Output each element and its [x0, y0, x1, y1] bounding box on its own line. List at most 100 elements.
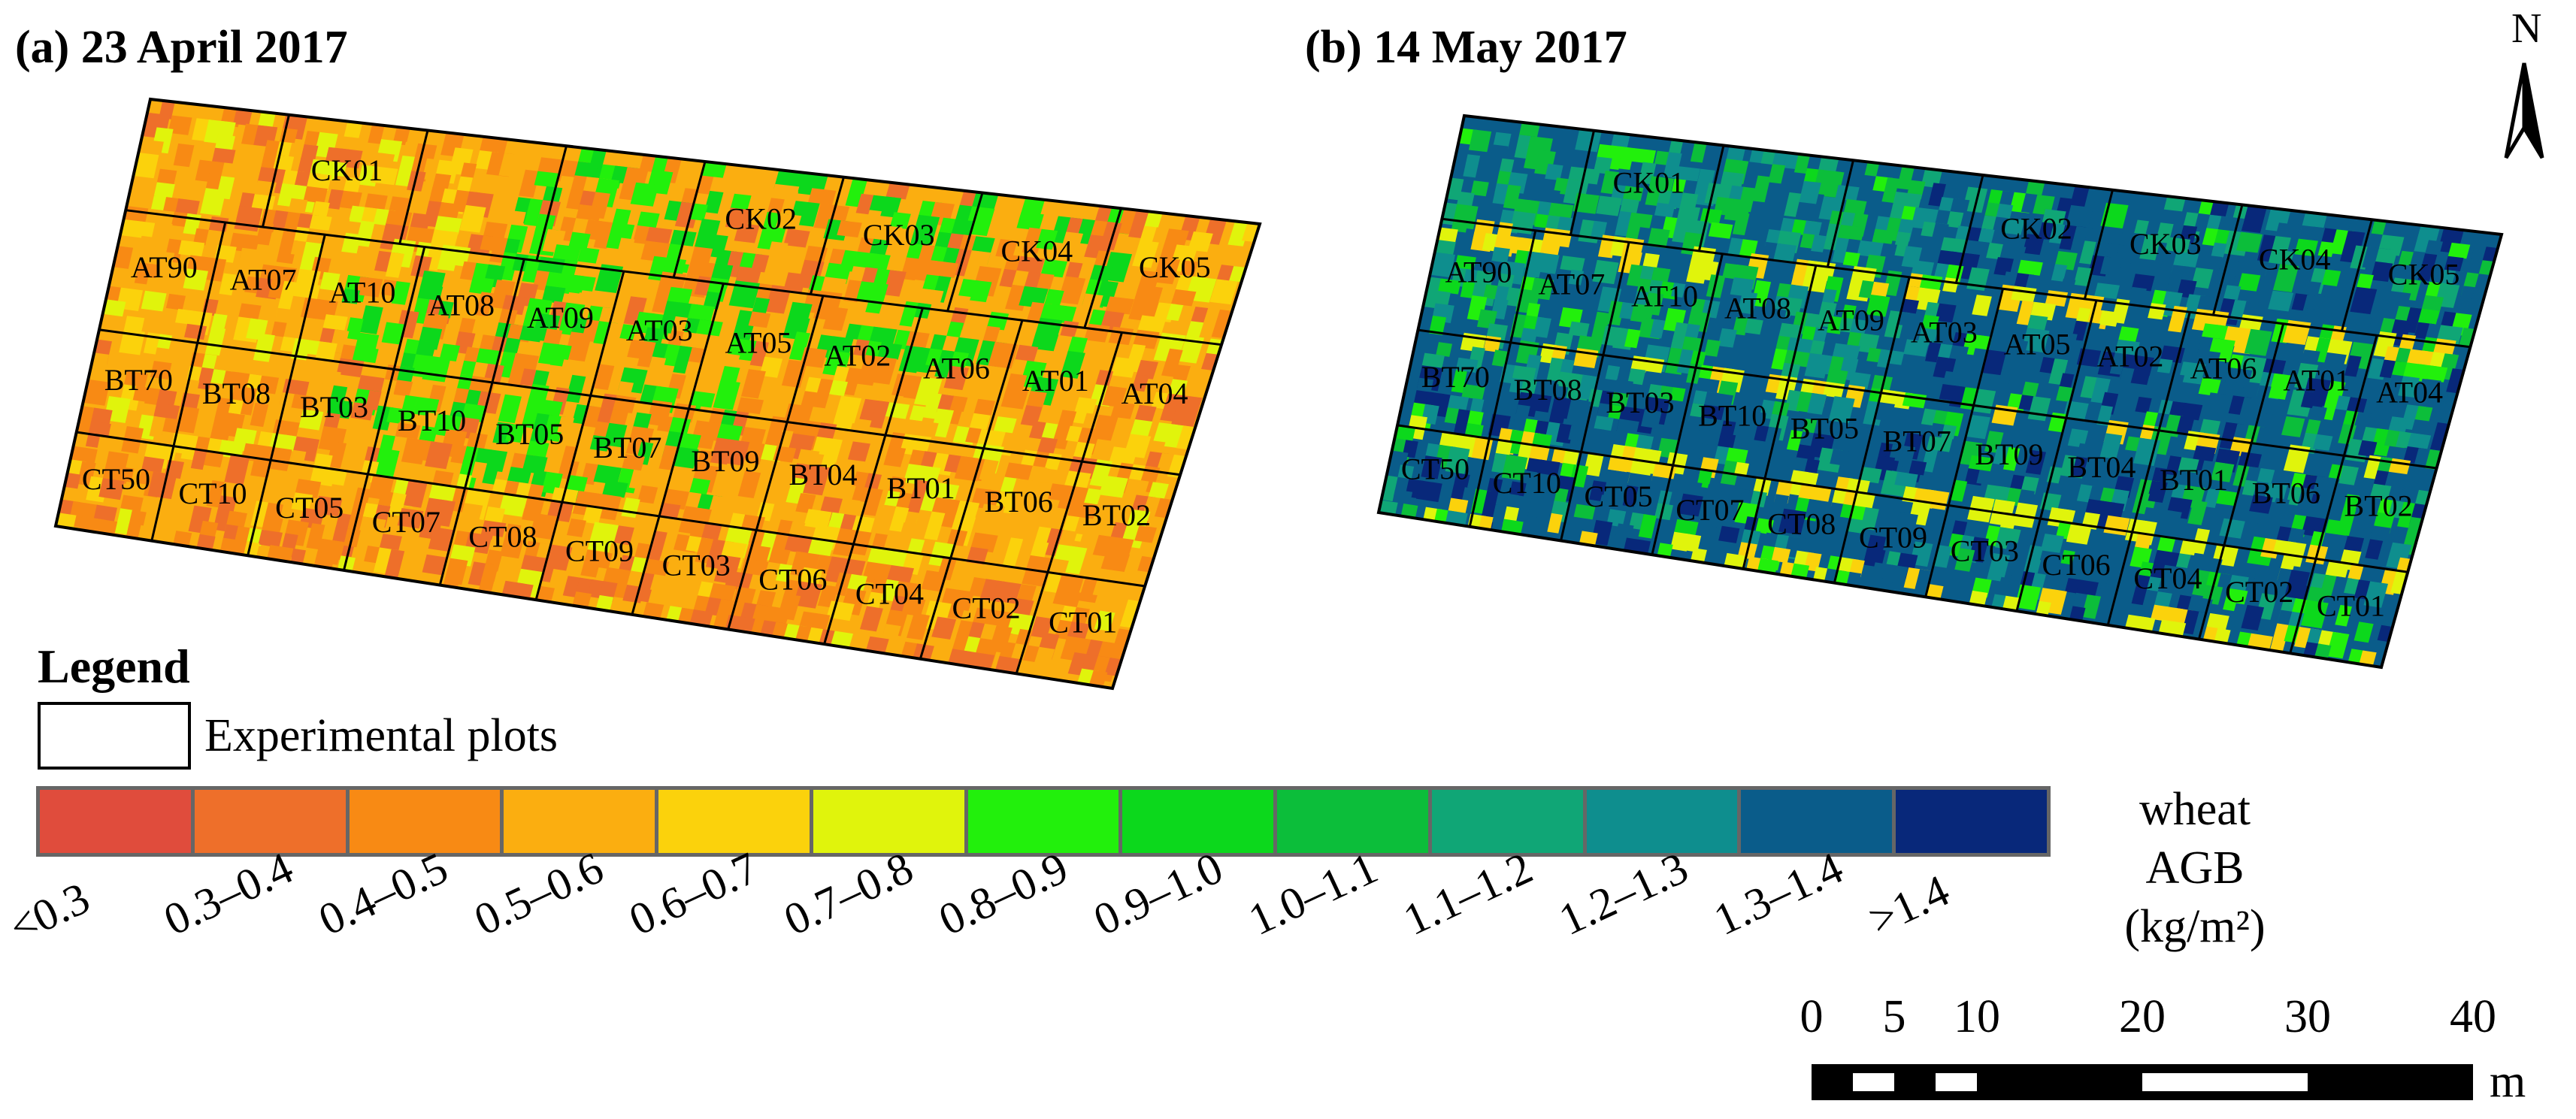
- plot-label: CT07: [372, 505, 440, 539]
- plot-column-line: [1083, 207, 1122, 328]
- agb-cell: [1641, 409, 1662, 429]
- agb-cell: [2018, 395, 2035, 411]
- agb-cell: [102, 299, 126, 317]
- agb-cell: [766, 241, 789, 265]
- agb-cell: [413, 397, 440, 417]
- agb-cell: [456, 176, 474, 195]
- agb-cell: [1572, 400, 1591, 423]
- agb-cell: [2244, 328, 2272, 356]
- agb-cell: [2156, 537, 2176, 555]
- agb-cell: [1029, 421, 1046, 440]
- agb-cell: [543, 414, 566, 442]
- agb-cell: [1790, 271, 1807, 289]
- agb-cell: [2067, 428, 2089, 448]
- north-arrow-icon: [2504, 62, 2544, 159]
- agb-cell: [392, 126, 410, 146]
- panel-a-map: CK01 CK02 CK03 CK04 CK05 AT90 AT07 AT10 AT08 AT09…: [53, 97, 1262, 691]
- plot-column-line: [1468, 438, 1491, 528]
- agb-cell: [1710, 511, 1728, 528]
- agb-cell: [144, 277, 171, 296]
- agb-cell: [1618, 147, 1635, 170]
- agb-cell: [643, 327, 665, 344]
- plot-column-line: [755, 422, 789, 531]
- agb-cell: [1848, 518, 1865, 535]
- plot-column-line: [1787, 265, 1818, 381]
- plot-label: BT70: [104, 363, 173, 397]
- agb-cell: [219, 273, 237, 296]
- agb-cell: [1491, 349, 1508, 367]
- plot-label: BT08: [1514, 373, 1582, 407]
- plot-label: BT09: [691, 444, 759, 478]
- plot-column-line: [1833, 491, 1858, 583]
- agb-cell: [1153, 452, 1176, 482]
- legend-swatch-6: [967, 790, 1119, 853]
- agb-cell: [2048, 589, 2067, 615]
- agb-cell: [1468, 129, 1492, 153]
- plot-column-line: [823, 543, 855, 645]
- agb-cell: [2178, 361, 2206, 385]
- agb-cell: [271, 321, 287, 337]
- agb-cell: [2350, 412, 2372, 440]
- agb-cell: [764, 386, 788, 405]
- agb-cell: [1509, 481, 1527, 497]
- agb-cell: [2011, 286, 2037, 303]
- plot-column-line: [2157, 311, 2191, 431]
- legend-swatch-9: [1431, 790, 1583, 853]
- agb-cell: [593, 464, 622, 485]
- agb-cell: [350, 402, 374, 421]
- agb-cell: [593, 221, 614, 250]
- plot-label: CK02: [725, 202, 797, 236]
- agb-cell: [693, 595, 711, 612]
- agb-cell: [434, 216, 462, 234]
- agb-cell: [2070, 186, 2090, 207]
- agb-cell: [884, 225, 903, 248]
- plot-label: BT03: [1606, 386, 1674, 419]
- agb-cell: [1591, 428, 1612, 446]
- plot-label: BT10: [1698, 398, 1766, 432]
- plot-column-line: [852, 434, 887, 545]
- plot-column-line: [727, 530, 758, 630]
- agb-cell: [2094, 283, 2120, 299]
- agb-cell: [1784, 297, 1803, 316]
- agb-cell: [795, 493, 816, 514]
- agb-cell: [291, 492, 313, 512]
- agb-cell: [2326, 631, 2350, 659]
- agb-cell: [1848, 371, 1871, 390]
- agb-cell: [952, 589, 975, 611]
- agb-cell: [1962, 186, 1988, 213]
- agb-cell: [970, 532, 998, 553]
- plot-column-line: [2198, 545, 2226, 640]
- plot-label: CT07: [1675, 493, 1744, 527]
- agb-cell: [2335, 604, 2352, 627]
- plot-column-line: [464, 382, 494, 488]
- agb-cell: [1416, 480, 1442, 503]
- agb-cell: [1778, 508, 1807, 535]
- agb-cell: [2016, 300, 2034, 325]
- agb-cell: [1074, 517, 1094, 536]
- field-outline: [1376, 113, 2504, 670]
- agb-cell: [931, 616, 957, 640]
- agb-cell: [908, 405, 927, 425]
- agb-cell: [1750, 491, 1767, 508]
- plot-label: CT50: [1401, 452, 1470, 486]
- agb-cell: [749, 340, 769, 367]
- plot-column-line: [2289, 558, 2317, 654]
- agb-cell: [557, 416, 574, 434]
- agb-cell: [210, 313, 228, 331]
- plot-label: CK02: [2000, 212, 2072, 246]
- agb-cell: [1094, 610, 1115, 631]
- agb-cell: [1964, 414, 1990, 440]
- agb-cell: [1060, 350, 1085, 379]
- scale-bar-segment: [2142, 1073, 2308, 1091]
- plot-column-line: [1697, 145, 1725, 252]
- agb-cell: [921, 570, 948, 592]
- plot-label: BT02: [2344, 489, 2413, 523]
- plot-column-line: [809, 177, 845, 295]
- agb-cell: [1547, 513, 1563, 534]
- plot-label: AT03: [626, 313, 693, 347]
- agb-cell: [233, 108, 253, 126]
- agb-cell: [428, 527, 453, 552]
- agb-cell: [2414, 406, 2433, 422]
- agb-cell: [2066, 523, 2092, 545]
- agb-cell: [2051, 264, 2068, 282]
